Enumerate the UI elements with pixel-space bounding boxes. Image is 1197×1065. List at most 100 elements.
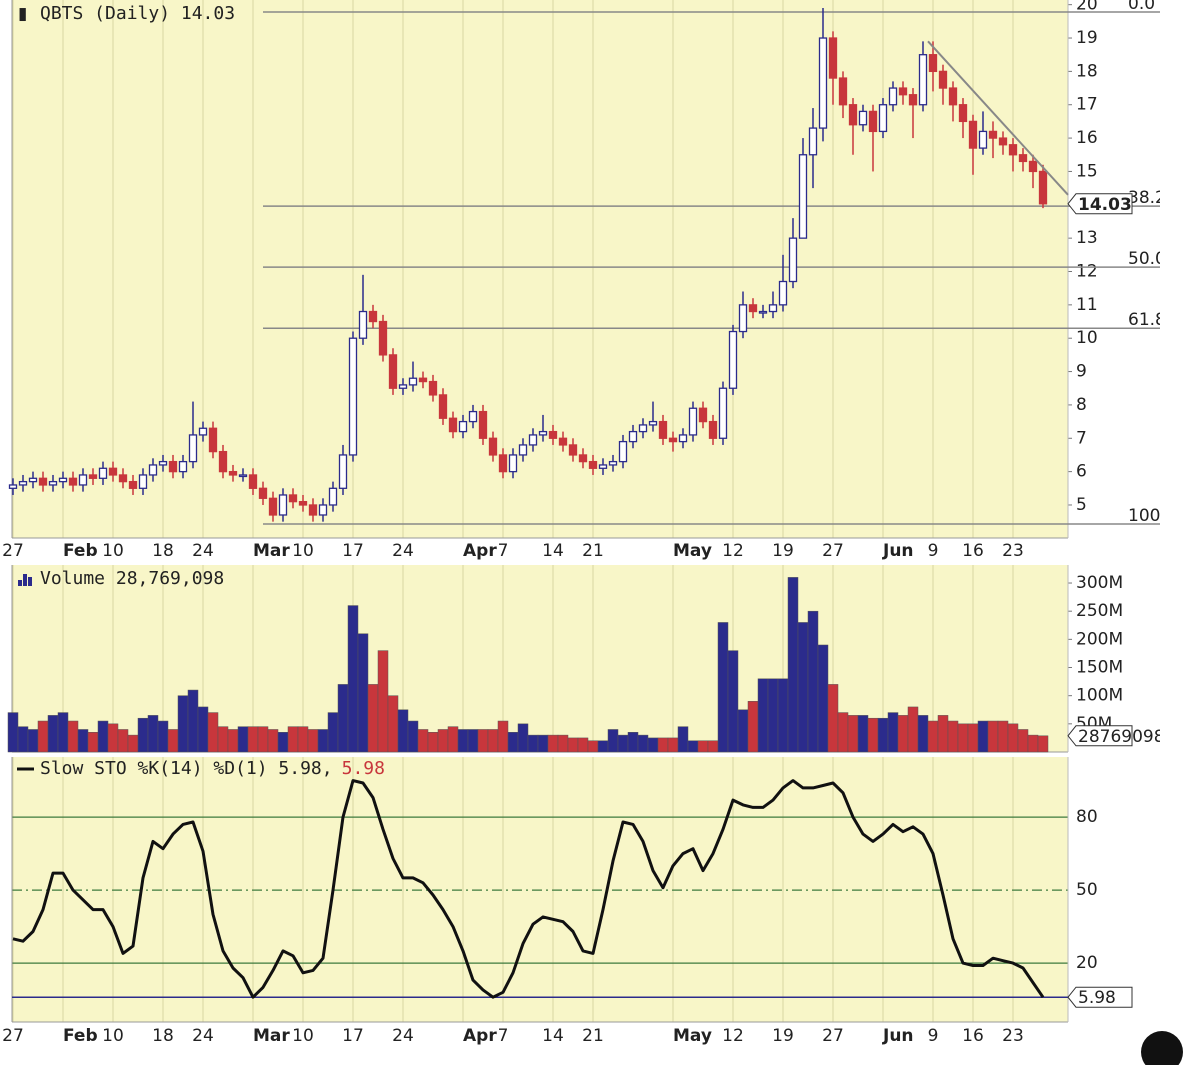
candle-body xyxy=(928,54,938,73)
candle-body xyxy=(778,280,788,306)
candle-body xyxy=(158,460,168,466)
candle-body xyxy=(908,94,918,106)
x-tick-label: 19 xyxy=(772,541,794,561)
volume-bar xyxy=(377,650,389,753)
volume-bar xyxy=(337,684,349,753)
volume-bar xyxy=(597,740,609,753)
candle-body xyxy=(958,104,968,123)
flag-box xyxy=(1067,725,1133,747)
candle-body xyxy=(48,480,58,486)
volume-bar xyxy=(607,729,619,753)
x-tick-label: Jun xyxy=(882,1026,914,1046)
volume-bar xyxy=(257,726,269,753)
x-tick-label: Mar xyxy=(253,541,290,561)
candle-body xyxy=(418,377,428,383)
x-tick-label: 12 xyxy=(722,541,744,561)
candle-body xyxy=(978,130,988,149)
volume-bar xyxy=(687,740,699,753)
volume-bar xyxy=(537,734,549,753)
last-value-flag: 14.03 xyxy=(1067,193,1133,215)
candle-body xyxy=(268,497,278,516)
candle-body xyxy=(708,420,718,439)
volume-bar xyxy=(177,695,189,753)
flag-label: 14.03 xyxy=(1078,195,1132,215)
volume-bar xyxy=(37,720,49,753)
x-tick-label: 24 xyxy=(192,541,214,561)
candle-body xyxy=(408,377,418,386)
volume-bar xyxy=(317,729,329,753)
candle-body xyxy=(738,304,748,333)
x-tick-label: Apr xyxy=(463,1026,497,1046)
candle-body xyxy=(438,394,448,419)
volume-bar xyxy=(7,712,19,753)
volume-bar xyxy=(307,729,319,753)
x-tick-label: 14 xyxy=(542,541,564,561)
panel-background xyxy=(12,757,1068,1022)
volume-bar xyxy=(927,720,939,753)
volume-bar xyxy=(857,715,869,753)
candle-body xyxy=(358,310,368,339)
volume-bar xyxy=(347,605,359,753)
volume-bar xyxy=(707,740,719,753)
candle-body xyxy=(228,470,238,476)
candle-body xyxy=(298,500,308,506)
x-tick-label: Jun xyxy=(882,541,914,561)
x-tick-label: 10 xyxy=(292,541,314,561)
candle-body xyxy=(808,127,818,156)
volume-bar xyxy=(557,734,569,753)
volume-bar xyxy=(487,729,499,753)
x-tick-label: 21 xyxy=(582,1026,604,1046)
candle-body xyxy=(938,70,948,89)
volume-bar xyxy=(327,712,339,753)
candle-body xyxy=(588,460,598,469)
candle-body xyxy=(718,387,728,439)
x-tick-label: 18 xyxy=(152,541,174,561)
volume-bar xyxy=(217,726,229,753)
last-value-flag: 28769098 xyxy=(1067,725,1160,747)
candle-body xyxy=(388,354,398,389)
candle-body xyxy=(548,430,558,439)
panel-background xyxy=(12,0,1068,538)
x-tick-label: 7 xyxy=(498,541,509,561)
volume-bar xyxy=(517,723,529,753)
candle-body xyxy=(748,304,758,313)
candle-body xyxy=(368,310,378,323)
volume-bar xyxy=(677,726,689,753)
x-tick-label: 16 xyxy=(962,1026,984,1046)
x-tick-label: 24 xyxy=(192,1026,214,1046)
volume-bar xyxy=(117,729,129,753)
panel-title: QBTS (Daily) 14.03 xyxy=(40,3,235,24)
volume-bar xyxy=(107,723,119,753)
candle-body xyxy=(798,154,808,239)
volume-bar xyxy=(87,732,99,753)
candle-body xyxy=(198,427,208,436)
chart-area: 27 Feb 10 18 24 Mar 10 17 24 Apr 7 14 21 May 12 19 27 Jun… xyxy=(2,0,1160,1046)
volume-bar xyxy=(137,717,149,753)
candle-body xyxy=(448,417,458,433)
volume-bar xyxy=(497,720,509,753)
title-icon xyxy=(28,577,32,586)
x-tick-label: 9 xyxy=(928,541,939,561)
volume-bar xyxy=(787,577,799,753)
x-tick-label: 9 xyxy=(928,1026,939,1046)
volume-bar xyxy=(837,712,849,753)
candle-body xyxy=(828,37,838,79)
candle-body xyxy=(98,467,108,479)
x-tick-label: 19 xyxy=(772,1026,794,1046)
volume-bar xyxy=(877,717,889,753)
y-tick-label: 12 xyxy=(1076,262,1098,282)
title-text: Volume 28,769,098 xyxy=(40,568,224,589)
x-tick-label: 12 xyxy=(722,1026,744,1046)
candle-body xyxy=(948,87,958,106)
x-tick-label: 10 xyxy=(102,541,124,561)
y-tick-label: 300M xyxy=(1076,573,1123,593)
candle-body xyxy=(988,130,998,139)
volume-bar xyxy=(1017,729,1029,753)
candle-body xyxy=(218,450,228,473)
volume-bar xyxy=(97,720,109,753)
x-tick-label: Apr xyxy=(463,541,497,561)
volume-bar xyxy=(567,737,579,753)
candle-body xyxy=(428,380,438,396)
candle-body xyxy=(678,434,688,443)
